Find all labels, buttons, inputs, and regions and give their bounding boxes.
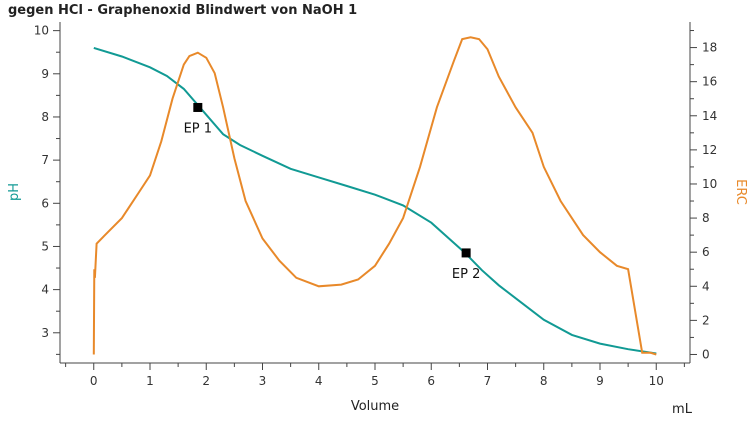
endpoint-markers: EP 1 EP 2 — [184, 102, 480, 282]
y-left-tick-label: 7 — [41, 153, 49, 167]
x-tick-label: 2 — [202, 374, 210, 388]
y-left-tick-label: 3 — [41, 326, 49, 340]
y-left-tick-label: 5 — [41, 239, 49, 253]
x-axis-unit: mL — [672, 402, 693, 417]
y-left-tick-label: 4 — [41, 283, 49, 297]
y-right-tick-label: 14 — [702, 109, 717, 123]
y-left-axis-label: pH — [7, 183, 22, 201]
y-right-tick-label: 2 — [702, 313, 710, 327]
x-tick-label: 1 — [146, 374, 154, 388]
y-left-tick-label: 10 — [34, 24, 49, 38]
endpoint-label-1: EP 1 — [184, 121, 212, 136]
x-tick-label: 10 — [649, 374, 664, 388]
y-right-tick-label: 10 — [702, 177, 717, 191]
x-axis-label: Volume — [351, 399, 399, 414]
y-left-tick-label: 9 — [41, 67, 49, 81]
y-left-tick-label: 8 — [41, 110, 49, 124]
x-tick-label: 8 — [540, 374, 548, 388]
y-right-ticks: 0 2 4 6 8 10 12 14 16 18 — [690, 30, 717, 361]
x-tick-label: 3 — [259, 374, 267, 388]
y-right-tick-label: 18 — [702, 41, 717, 55]
y-left-tick-label: 6 — [41, 196, 49, 210]
y-right-tick-label: 16 — [702, 75, 717, 89]
series-erc-line — [92, 36, 657, 356]
y-right-tick-label: 4 — [702, 279, 710, 293]
chart-title: gegen HCl - Graphenoxid Blindwert von Na… — [8, 3, 358, 18]
axes — [59, 22, 691, 364]
x-tick-label: 7 — [484, 374, 492, 388]
x-tick-label: 5 — [371, 374, 379, 388]
y-right-tick-label: 6 — [702, 245, 710, 259]
endpoint-marker-2 — [461, 248, 471, 258]
x-tick-label: 0 — [90, 374, 98, 388]
endpoint-label-2: EP 2 — [452, 267, 480, 282]
y-right-tick-label: 12 — [702, 143, 717, 157]
x-ticks: 0 1 2 3 4 5 6 7 8 9 10 — [65, 363, 685, 388]
x-tick-label: 9 — [596, 374, 604, 388]
y-right-tick-label: 0 — [702, 347, 710, 361]
y-right-axis-label: ERC — [733, 179, 748, 205]
y-right-tick-label: 8 — [702, 211, 710, 225]
series-ph-line — [93, 46, 657, 355]
y-left-ticks: 3 4 5 6 7 8 9 10 — [34, 24, 60, 355]
x-tick-label: 6 — [427, 374, 435, 388]
endpoint-marker-1 — [193, 102, 203, 112]
x-tick-label: 4 — [315, 374, 323, 388]
